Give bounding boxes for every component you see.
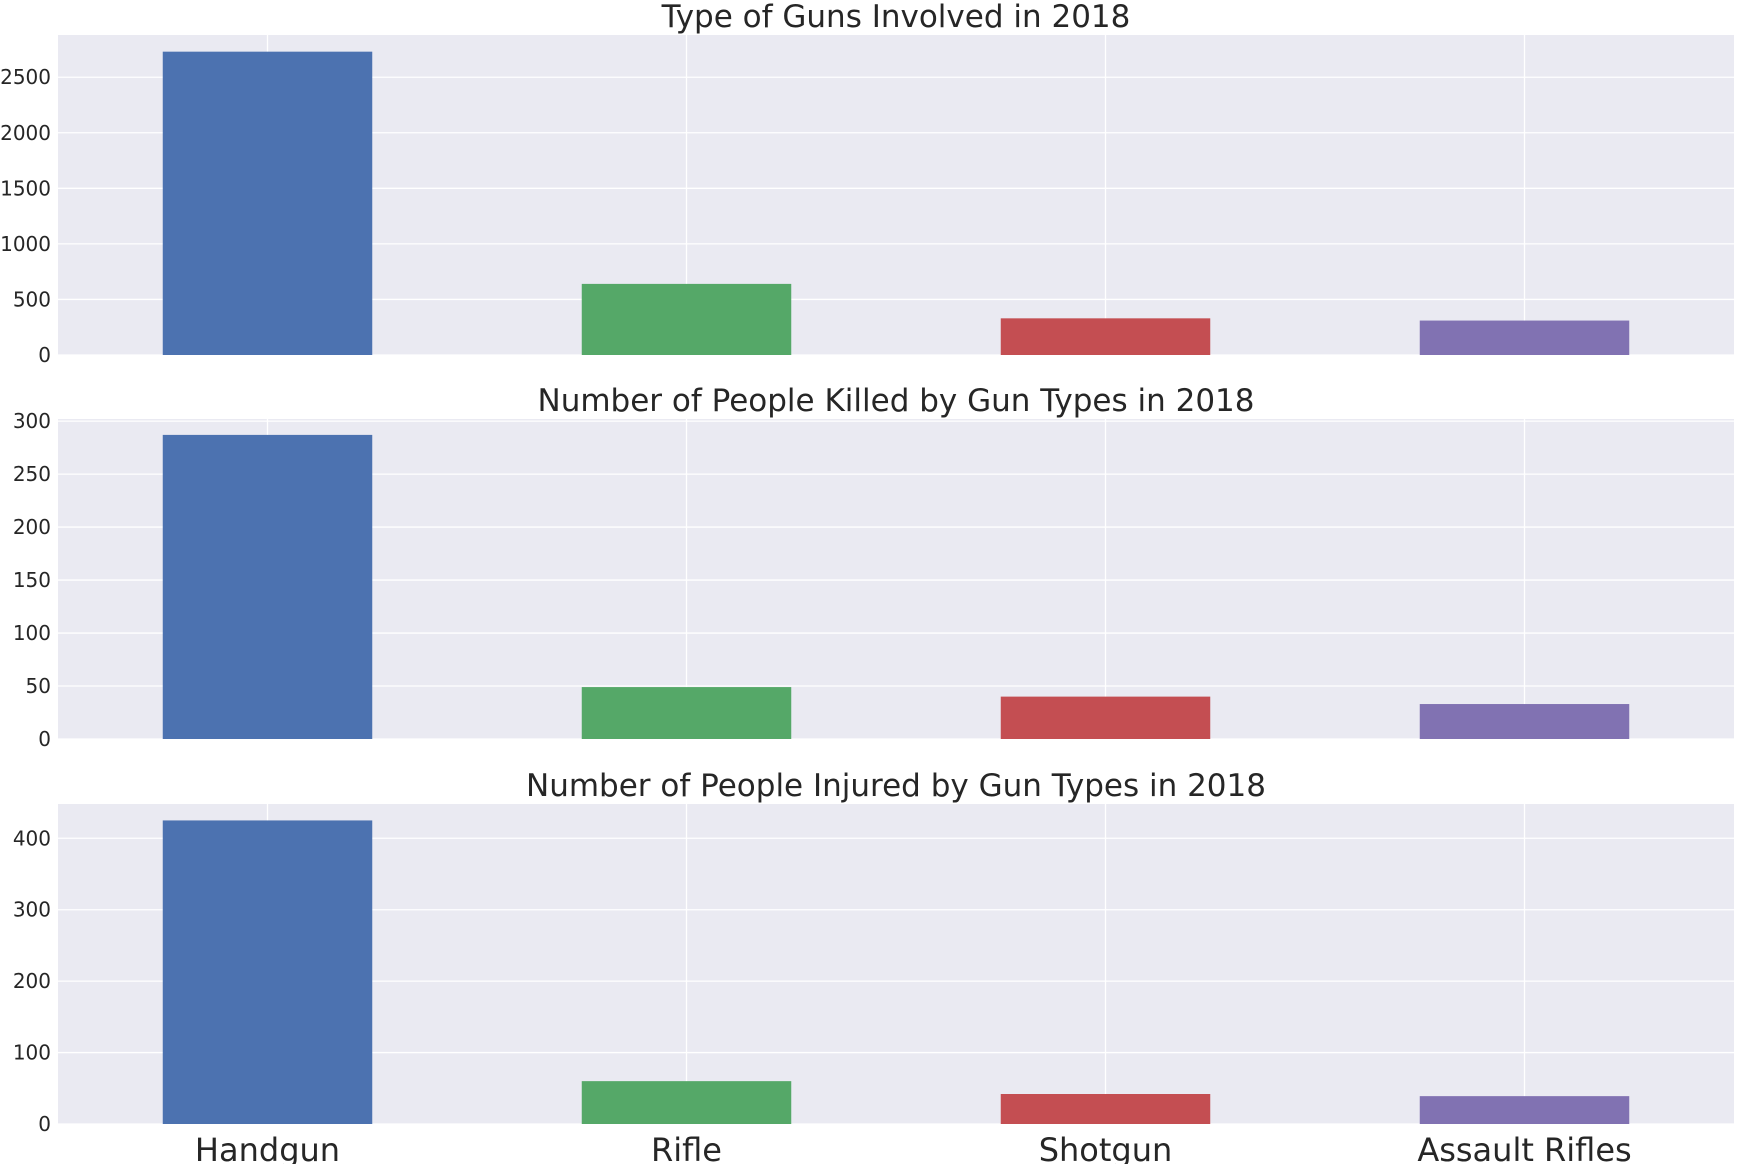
y-tick-label: 2000 (0, 121, 51, 145)
bar-rifle (581, 1081, 792, 1124)
bar-assault-rifles (1419, 1096, 1630, 1124)
y-tick-label: 100 (13, 621, 51, 645)
chart-panel-people-injured: 0 100 200 300 400 Number of People Injured by… (13, 768, 1734, 1164)
y-tick-label: 1500 (0, 176, 51, 200)
chart-title: Number of People Injured by Gun Types in… (526, 768, 1266, 804)
bar-assault-rifles (1419, 704, 1630, 739)
bar-shotgun (1000, 318, 1211, 355)
y-tick-label: 150 (13, 568, 51, 592)
bar-shotgun (1000, 1094, 1211, 1124)
y-tick-label: 250 (13, 462, 51, 486)
bar-handgun (162, 434, 373, 739)
bar-shotgun (1000, 696, 1211, 739)
chart-panel-people-killed: 0 50 100 150 200 250 300 Number of People Kille… (13, 383, 1734, 751)
chart-panel-guns-involved: 0 500 1000 1500 2000 2500 Type of Guns Involve… (0, 0, 1734, 367)
chart-title: Number of People Killed by Gun Types in … (538, 383, 1255, 419)
y-tick-label: 300 (13, 898, 51, 922)
y-tick-label: 2500 (0, 65, 51, 89)
y-tick-label: 200 (13, 969, 51, 993)
y-tick-label: 200 (13, 515, 51, 539)
bar-handgun (162, 51, 373, 356)
y-tick-label: 300 (13, 409, 51, 433)
y-tick-label: 0 (38, 1112, 51, 1136)
chart-title: Type of Guns Involved in 2018 (661, 0, 1131, 35)
x-tick-label-assault-rifles: Assault Rifles (1417, 1131, 1631, 1164)
bar-handgun (162, 820, 373, 1124)
y-tick-label: 500 (13, 287, 51, 311)
x-tick-label-shotgun: Shotgun (1039, 1131, 1173, 1164)
x-tick-label-handgun: Handgun (195, 1131, 340, 1164)
y-tick-label: 50 (26, 674, 51, 698)
x-tick-label-rifle: Rifle (651, 1131, 722, 1164)
y-tick-label: 0 (38, 343, 51, 367)
bar-rifle (581, 687, 792, 739)
y-tick-label: 0 (38, 727, 51, 751)
y-tick-label: 100 (13, 1041, 51, 1065)
bar-assault-rifles (1419, 320, 1630, 355)
y-tick-label: 400 (13, 826, 51, 850)
bar-rifle (581, 283, 792, 355)
y-tick-label: 1000 (0, 232, 51, 256)
